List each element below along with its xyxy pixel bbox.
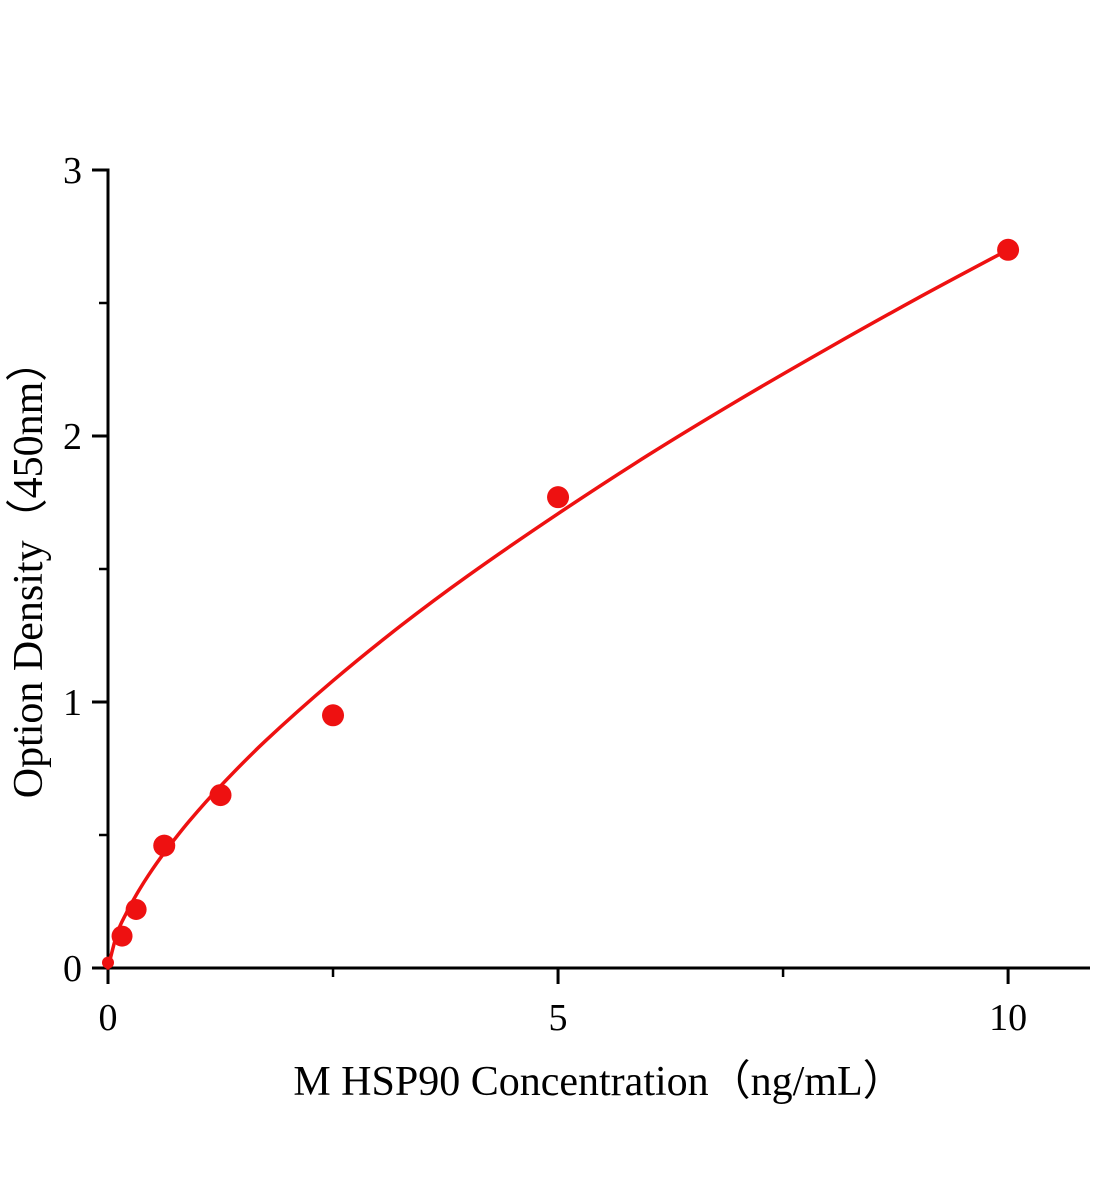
data-point	[153, 834, 176, 857]
x-axis-tick-label: 10	[989, 997, 1027, 1039]
data-point	[209, 784, 232, 807]
y-axis-tick-label: 1	[63, 682, 82, 724]
x-axis-tick-label: 5	[549, 997, 568, 1039]
x-axis-title: M HSP90 Concentration（ng/mL）	[293, 1059, 904, 1105]
data-point	[125, 898, 147, 920]
y-axis-title: Option Density（450nm）	[6, 340, 52, 799]
data-point	[322, 704, 345, 727]
x-axis-tick-label: 0	[99, 997, 118, 1039]
fitted-curve	[106, 248, 1010, 970]
y-axis-tick-label: 3	[63, 150, 82, 192]
data-point	[547, 486, 570, 509]
data-point	[102, 956, 114, 969]
y-axis-tick-label: 0	[63, 948, 82, 990]
data-point	[997, 238, 1020, 261]
y-axis-tick-label: 2	[63, 416, 82, 458]
data-point	[111, 925, 133, 947]
